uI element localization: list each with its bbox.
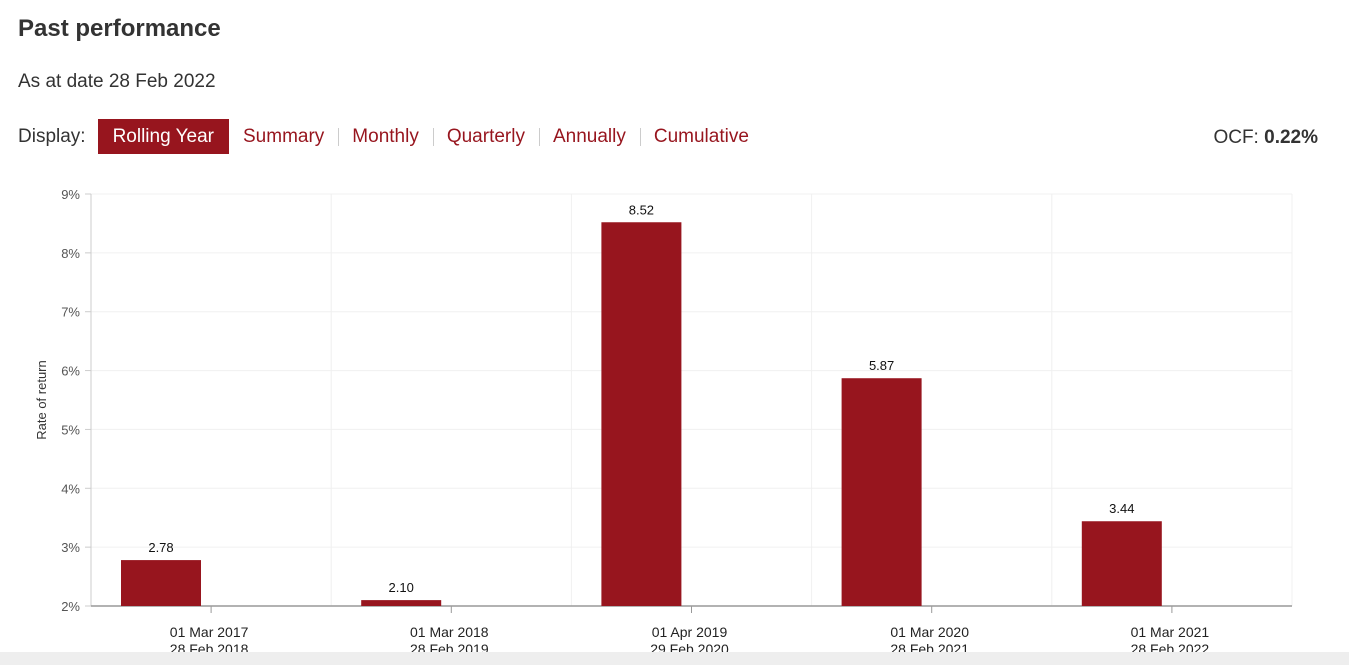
rolling-year-bar-chart: 2% 3% 4% 5% 6% 7% 8% 9% Rate of return 2.78 01 Mar… (34, 187, 1293, 652)
y-tick-label: 2% (61, 599, 80, 614)
bar-data-label: 3.44 (1109, 501, 1134, 516)
y-tick-label: 7% (61, 305, 80, 320)
x-tick-label-start: 01 Mar 2018 (410, 624, 489, 640)
ocf-display: OCF: 0.22% (1213, 127, 1318, 149)
bar-data-label: 5.87 (869, 358, 894, 373)
bar-2 (361, 600, 442, 606)
bar-4 (841, 378, 922, 606)
tab-annually[interactable]: Annually (538, 119, 640, 154)
y-tick-label: 5% (61, 422, 80, 437)
x-tick-label-end: 28 Feb 2021 (890, 641, 969, 652)
x-tick-label-start: 01 Apr 2019 (652, 624, 728, 640)
bar-data-label: 2.10 (389, 580, 414, 595)
tab-quarterly[interactable]: Quarterly (432, 119, 539, 154)
x-tick-label-start: 01 Mar 2021 (1131, 624, 1210, 640)
y-tick-label: 8% (61, 246, 80, 261)
display-label: Display: (18, 125, 86, 147)
page-title: Past performance (18, 15, 221, 42)
y-tick-label: 3% (61, 540, 80, 555)
as-at-date: As at date 28 Feb 2022 (18, 71, 216, 92)
ocf-value: 0.22% (1264, 127, 1318, 148)
ocf-label: OCF: (1213, 127, 1259, 148)
y-tick-label: 6% (61, 364, 80, 379)
y-tick-label: 9% (61, 187, 80, 202)
tab-summary[interactable]: Summary (243, 126, 325, 147)
display-tab-bar: Display: Rolling Year Summary Monthly Qu… (18, 119, 763, 154)
y-axis-title: Rate of return (34, 360, 49, 440)
tab-rolling-year[interactable]: Rolling Year (97, 119, 229, 154)
tab-cumulative[interactable]: Cumulative (639, 119, 763, 154)
y-tick-label: 4% (61, 481, 80, 496)
x-tick-label-end: 28 Feb 2019 (410, 641, 489, 652)
bar-data-label: 2.78 (148, 540, 173, 555)
x-tick-label-end: 28 Feb 2018 (170, 641, 249, 652)
bottom-scroll-strip (0, 652, 1349, 665)
x-tick-label-start: 01 Mar 2017 (170, 624, 249, 640)
bar-3 (601, 222, 682, 606)
bar-data-label: 8.52 (629, 202, 654, 217)
bar-5 (1081, 521, 1162, 606)
x-tick-label-start: 01 Mar 2020 (890, 624, 969, 640)
tab-monthly[interactable]: Monthly (338, 119, 433, 154)
x-tick-label-end: 29 Feb 2020 (650, 641, 729, 652)
bar-1 (121, 560, 201, 606)
x-tick-label-end: 28 Feb 2022 (1131, 641, 1210, 652)
